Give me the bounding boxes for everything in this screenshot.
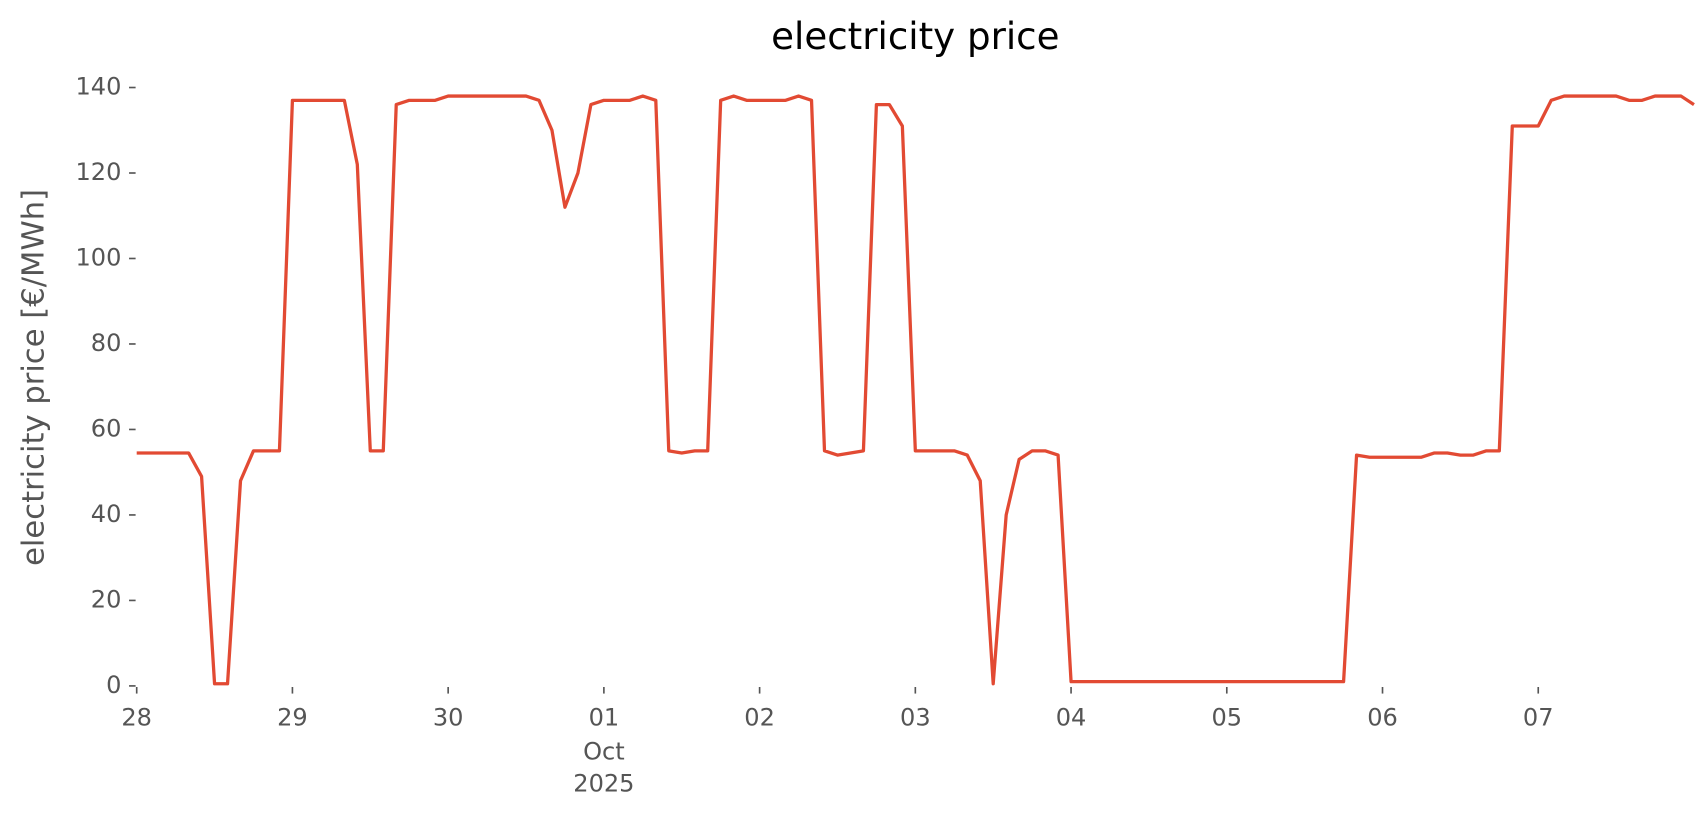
y-tick-label: 0 <box>106 671 121 699</box>
x-month-label: Oct <box>583 738 625 766</box>
x-tick-label: 30 <box>433 704 464 732</box>
x-year-label: 2025 <box>573 769 634 797</box>
x-tick-label: 02 <box>744 704 775 732</box>
x-tick-label: 07 <box>1523 704 1554 732</box>
x-tick-label: 03 <box>900 704 931 732</box>
y-axis-label: electricity price [€/MWh] <box>16 189 51 566</box>
y-tick-label: 100 <box>75 243 121 271</box>
x-tick-label: 05 <box>1211 704 1242 732</box>
y-tick-label: 20 <box>91 585 122 613</box>
y-tick-label: 60 <box>91 414 122 442</box>
x-tick-label: 06 <box>1367 704 1398 732</box>
y-tick-label: 140 <box>75 73 121 101</box>
price-line <box>136 94 1695 686</box>
y-tick-label: 80 <box>91 329 122 357</box>
x-tick-label: 28 <box>121 704 152 732</box>
y-tick-label: 40 <box>91 500 122 528</box>
y-tick-label: 120 <box>75 158 121 186</box>
x-tick-label: 01 <box>589 704 620 732</box>
x-tick-label: 29 <box>277 704 308 732</box>
chart-title: electricity price <box>771 14 1059 58</box>
x-tick-label: 04 <box>1056 704 1087 732</box>
